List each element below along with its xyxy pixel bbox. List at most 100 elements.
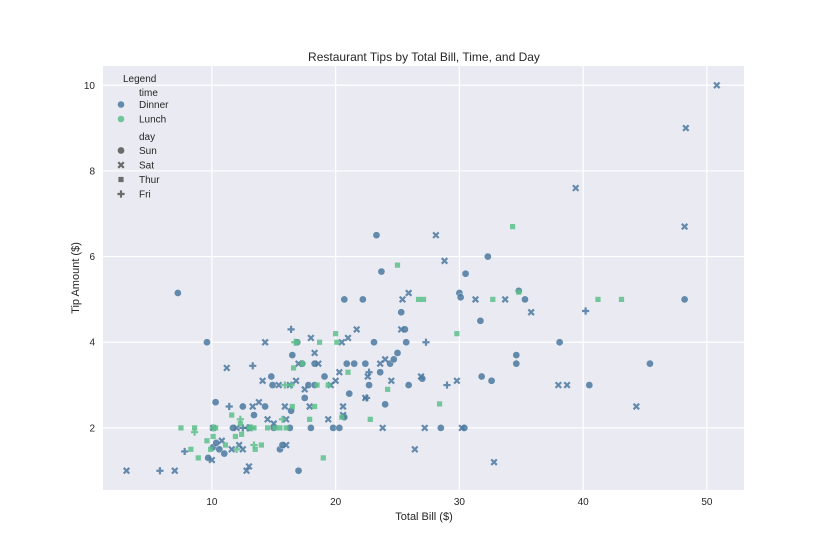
data-point (554, 381, 562, 389)
y-tick-label: 2 (89, 423, 95, 434)
legend-hue-title: time (139, 88, 158, 99)
data-point (290, 365, 297, 371)
data-point (258, 442, 264, 448)
legend-label-sun: Sun (139, 146, 157, 157)
data-point (314, 360, 322, 368)
data-point (394, 262, 401, 268)
data-point (385, 386, 391, 392)
data-point (471, 295, 480, 303)
data-point (215, 445, 224, 454)
x-tick-label: 20 (330, 497, 342, 508)
data-point (236, 415, 244, 423)
data-point (316, 339, 323, 345)
data-point (312, 403, 318, 410)
data-point (440, 257, 449, 265)
data-point (345, 369, 351, 375)
data-point (379, 424, 387, 432)
data-point (365, 368, 373, 376)
data-points (122, 81, 721, 475)
legend-style-title: day (139, 132, 155, 143)
data-point (324, 415, 332, 423)
data-point (277, 425, 283, 431)
legend-marker-sat (117, 161, 125, 169)
data-point (272, 425, 278, 431)
data-point (282, 441, 290, 449)
data-point (461, 269, 470, 278)
data-point (359, 295, 367, 304)
x-tick-label: 40 (578, 497, 590, 508)
data-point (555, 338, 564, 347)
data-point (632, 402, 640, 411)
data-point (228, 445, 236, 453)
data-point (618, 296, 625, 303)
data-point (320, 372, 329, 381)
data-point (501, 295, 509, 303)
data-point (203, 338, 211, 347)
y-axis-label: Tip Amount ($) (70, 242, 82, 314)
data-point (233, 445, 241, 453)
x-tick-label: 10 (206, 497, 218, 508)
data-point (372, 231, 381, 239)
data-point (420, 296, 427, 303)
y-tick-label: 6 (89, 252, 95, 263)
data-point (261, 402, 269, 411)
data-point (402, 338, 410, 347)
x-axis-label: Total Bill ($) (395, 511, 452, 523)
data-point (456, 293, 465, 302)
data-point (365, 381, 373, 389)
data-point (681, 223, 689, 231)
data-point (171, 467, 179, 475)
data-point (335, 424, 344, 432)
data-point (267, 372, 276, 381)
data-point (443, 381, 451, 389)
data-point (437, 424, 445, 432)
data-point (261, 338, 269, 346)
data-point (333, 331, 339, 337)
data-point (338, 338, 346, 346)
y-tick-label: 4 (89, 338, 95, 349)
data-point (275, 381, 283, 389)
data-point (582, 307, 590, 315)
data-point (307, 424, 315, 432)
data-point (264, 415, 272, 423)
data-point (340, 295, 349, 304)
data-point (390, 355, 398, 364)
series-dinner-fri (156, 307, 590, 475)
data-point (490, 296, 496, 303)
data-point (521, 295, 529, 304)
data-point (209, 424, 217, 432)
data-point (477, 372, 486, 381)
data-point (339, 414, 345, 420)
data-point (458, 424, 466, 432)
data-point (220, 449, 229, 458)
data-point (398, 295, 407, 303)
data-point (259, 377, 267, 385)
series-lunch-fri (190, 338, 299, 453)
data-point (281, 402, 289, 411)
legend-marker-lunch (117, 115, 125, 123)
data-point (190, 428, 199, 436)
data-point (490, 458, 498, 466)
data-point (156, 467, 164, 475)
data-point (191, 425, 198, 431)
data-point (362, 394, 371, 402)
data-point (204, 438, 210, 444)
data-point (242, 467, 251, 475)
data-point (238, 431, 245, 437)
data-point (210, 433, 216, 440)
data-point (264, 425, 271, 431)
data-point (249, 362, 257, 370)
data-point (476, 317, 485, 325)
data-point (680, 295, 689, 304)
data-point (417, 372, 425, 381)
data-point (250, 411, 258, 419)
data-point (247, 424, 256, 432)
data-point (208, 446, 214, 452)
data-point (682, 124, 690, 132)
data-point (174, 289, 182, 297)
data-point (307, 334, 315, 342)
data-point (376, 368, 384, 377)
x-tick-label: 30 (454, 497, 466, 508)
data-point (287, 325, 295, 333)
legend-marker-fri (117, 190, 125, 198)
